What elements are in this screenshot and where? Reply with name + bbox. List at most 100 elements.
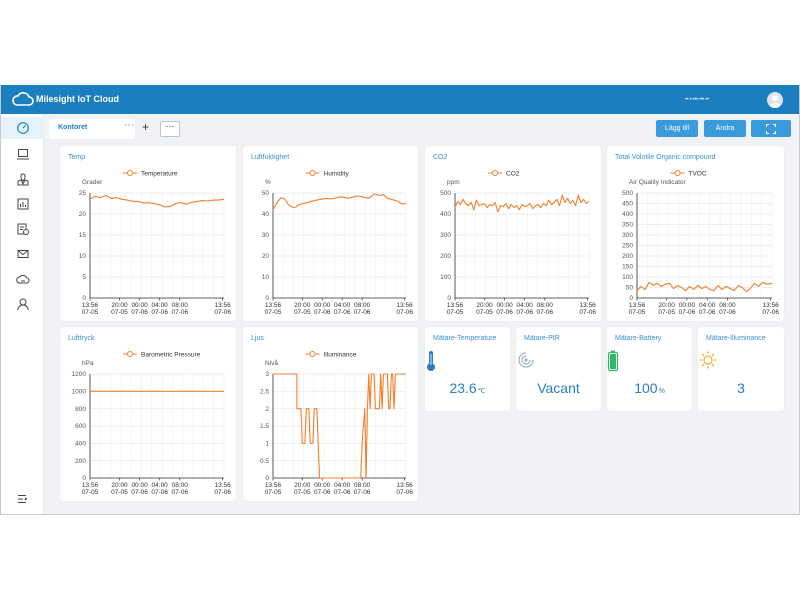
x-tick-date: 07-05 (111, 309, 128, 316)
y-tick-label: 0 (265, 295, 269, 302)
fullscreen-icon (766, 123, 776, 134)
y-tick-label: 300 (440, 232, 451, 239)
y-tick-label: 500 (440, 190, 451, 197)
card-title: Temp (68, 154, 86, 161)
y-tick-label: 250 (622, 243, 633, 250)
y-axis-label: hPa (82, 360, 94, 367)
sidebar-item-dashboard[interactable] (1, 117, 44, 139)
account-name[interactable]: ••·•·•••·•••·•• (685, 97, 709, 103)
x-tick-date: 07-06 (314, 309, 331, 316)
temp-series-line (89, 194, 225, 208)
x-tick-date: 07-06 (131, 309, 148, 316)
tab-more-options[interactable]: ⋯ (124, 120, 134, 131)
x-tick-date: 07-05 (265, 309, 282, 316)
x-tick-date: 07-05 (476, 309, 493, 316)
x-tick-date: 07-06 (314, 489, 331, 496)
x-tick-date: 07-06 (536, 309, 553, 316)
x-tick-time: 00:00 (131, 482, 148, 489)
y-tick-label: 0 (447, 295, 451, 302)
message-icon (17, 250, 28, 258)
y-tick-label: 400 (75, 441, 86, 448)
x-tick-date: 07-05 (82, 489, 99, 496)
x-tick-time: 20:00 (476, 302, 493, 309)
sidebar-item-devices[interactable] (1, 143, 44, 165)
legend-marker (492, 170, 498, 176)
y-tick-label: 200 (622, 253, 633, 260)
card-title: CO2 (433, 154, 448, 161)
sidebar-item-cloud[interactable] (1, 268, 44, 290)
x-tick-date: 07-05 (294, 489, 311, 496)
y-tick-label: 100 (622, 274, 633, 281)
x-tick-time: 13:56 (629, 302, 646, 309)
y-tick-label: 2.5 (260, 389, 269, 396)
fullscreen-button[interactable] (751, 120, 791, 137)
top-bar: Milesight IoT Cloud ••·•·•••·•••·•• (1, 85, 799, 114)
x-tick-date: 07-06 (131, 489, 148, 496)
sidebar (1, 114, 44, 514)
map-icon (17, 173, 28, 186)
x-tick-date: 07-06 (516, 309, 533, 316)
x-tick-time: 13:56 (397, 302, 414, 309)
pir-value: Vacant (537, 380, 580, 396)
card-title: Mätare-Battery (615, 335, 662, 342)
y-tick-label: 1 (265, 441, 269, 448)
x-tick-date: 07-06 (396, 489, 413, 496)
y-tick-label: 450 (622, 201, 633, 208)
legend-marker (309, 170, 316, 176)
legend-label: Temperature (141, 171, 178, 178)
sidebar-item-schedule[interactable] (1, 218, 44, 240)
x-tick-time: 08:00 (719, 302, 736, 309)
light-chart[interactable]: IlluminanceNivå00.511.522.5313:5607-0520… (243, 327, 418, 501)
y-tick-label: 3 (265, 371, 269, 378)
pressure-chart[interactable]: Barometric Pressure hPa 0 200 400 600 800 1000 1… (60, 327, 236, 501)
x-tick-time: 04:00 (517, 302, 534, 309)
y-tick-label: 20 (262, 253, 270, 260)
sidebar-item-users[interactable] (1, 293, 44, 315)
sidebar-collapse-toggle[interactable] (1, 488, 44, 510)
user-icon (16, 298, 29, 311)
y-tick-label: 1200 (72, 371, 87, 378)
y-tick-label: 0 (82, 475, 86, 482)
y-tick-label: 25 (79, 190, 87, 197)
sidebar-item-messages[interactable] (1, 243, 44, 265)
x-tick-time: 08:00 (172, 302, 189, 309)
x-tick-date: 07-06 (214, 309, 231, 316)
y-tick-label: 30 (262, 232, 270, 239)
avatar[interactable] (767, 92, 783, 108)
x-tick-date: 07-06 (334, 489, 351, 496)
x-tick-time: 00:00 (131, 302, 148, 309)
sidebar-item-reports[interactable] (1, 193, 44, 215)
x-tick-date: 07-05 (265, 489, 282, 496)
card-title: Mätare-PIR (524, 335, 560, 342)
y-tick-label: 50 (626, 285, 634, 292)
humidity-chart[interactable]: Humidity%0102030405013:5607-0520:0007-05… (243, 146, 418, 321)
add-tab-button[interactable]: + (142, 120, 150, 134)
x-tick-time: 20:00 (294, 302, 311, 309)
stat-value: Vacant (516, 380, 601, 396)
x-tick-time: 00:00 (314, 482, 331, 489)
y-tick-label: 10 (262, 274, 270, 281)
x-tick-time: 13:56 (265, 482, 282, 489)
light-chart-card: Ljus Illuminance Nivå 0 0.5 1 1.5 2 2.5 3 13:56 07… (243, 327, 418, 501)
y-tick-label: 400 (440, 211, 451, 218)
x-tick-date: 07-06 (151, 309, 168, 316)
y-tick-label: 15 (79, 232, 87, 239)
sidebar-item-map[interactable] (1, 168, 44, 190)
illuminance-stat-card: Mätare-Illuminance 3 (698, 327, 784, 411)
legend-label: CO2 (506, 171, 520, 178)
temperature-value: 23.6 (449, 380, 477, 396)
x-tick-date: 07-05 (82, 309, 99, 316)
temp-chart[interactable]: TemperatureGrader051015202513:5607-0520:… (60, 146, 236, 321)
more-tabs-button[interactable]: ⋯ (160, 121, 180, 137)
co2-chart[interactable]: CO2ppm010020030040050013:5607-0520:0007-… (425, 146, 601, 321)
tab-label: Kontoret (58, 124, 88, 131)
pressure-chart-card: Lufttryck Barometric Pressure hPa 0 200 400 6… (60, 327, 236, 501)
light-series-line (273, 373, 406, 479)
add-button[interactable]: Lägg till (656, 120, 698, 137)
tab-kontoret[interactable]: Kontoret ⋯ (49, 119, 135, 139)
edit-button[interactable]: Ändra (704, 120, 746, 137)
x-tick-time: 13:56 (265, 302, 282, 309)
user-avatar-icon (769, 95, 781, 108)
y-tick-label: 1.5 (260, 423, 269, 430)
